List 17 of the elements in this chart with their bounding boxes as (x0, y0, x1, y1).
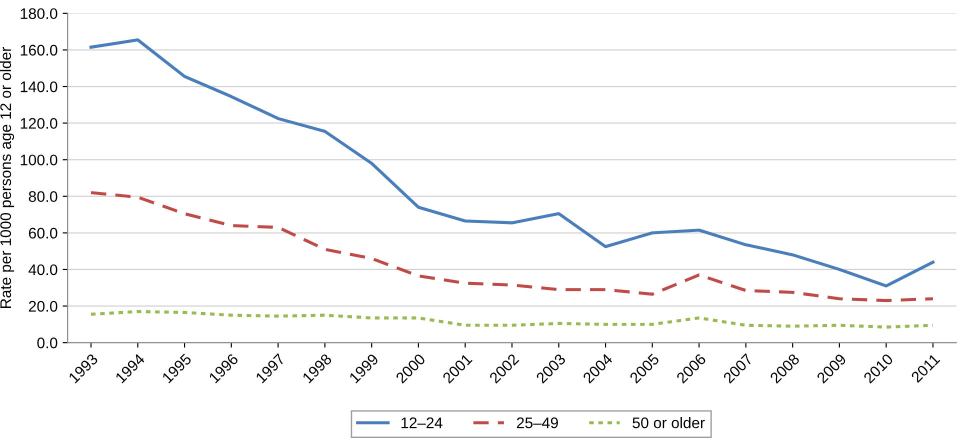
line-series (89, 310, 934, 329)
y-tick-label: 60.0 (28, 228, 58, 239)
line-series (89, 38, 934, 288)
y-tick-label: 180.0 (20, 8, 58, 20)
y-tick-label: 40.0 (28, 264, 58, 276)
legend-label: 25–49 (516, 417, 558, 428)
y-tick-label: 160.0 (20, 44, 58, 56)
y-axis-title: Rate per 1000 persons age 12 or older (0, 47, 14, 308)
y-tick-label: 100.0 (20, 154, 58, 166)
y-tick-label: 120.0 (20, 118, 58, 129)
legend-label: 50 or older (632, 417, 705, 428)
y-tick-label: 0.0 (37, 338, 58, 348)
line-series (89, 191, 934, 302)
y-tick-label: 80.0 (28, 191, 58, 202)
y-tick-label: 20.0 (28, 300, 58, 312)
legend-label: 12–24 (402, 417, 442, 428)
y-tick-label: 140.0 (20, 81, 58, 92)
